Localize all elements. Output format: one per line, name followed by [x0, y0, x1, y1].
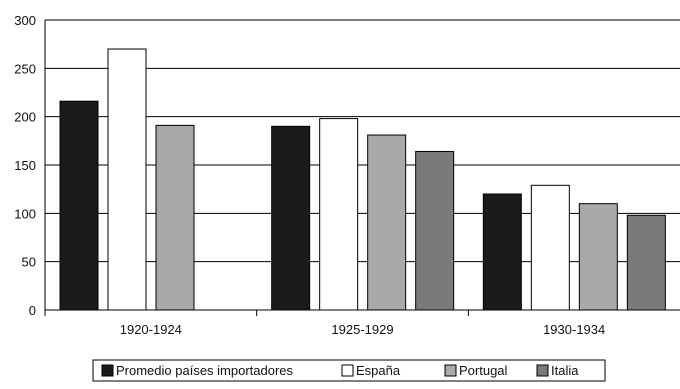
- y-tick-label: 250: [14, 61, 36, 76]
- bar: [415, 150, 455, 311]
- y-tick-label: 150: [14, 158, 36, 173]
- bar: [530, 184, 570, 311]
- bar: [271, 125, 311, 311]
- bar: [482, 193, 522, 311]
- legend-label: Promedio países importadores: [116, 363, 294, 378]
- bar: [367, 134, 407, 311]
- bar: [626, 214, 666, 311]
- bar: [155, 124, 195, 311]
- legend: Promedio países importadores España Portug…: [92, 359, 606, 382]
- legend-swatch: [536, 364, 549, 377]
- x-tick-label: 1925-1929: [331, 322, 393, 337]
- bar: [107, 48, 147, 311]
- y-tick-label: 100: [14, 206, 36, 221]
- legend-swatch: [444, 364, 457, 377]
- y-tick-label: 200: [14, 110, 36, 125]
- y-tick-label: 50: [22, 255, 36, 270]
- legend-label: España: [356, 363, 401, 378]
- legend-label: Italia: [551, 363, 579, 378]
- x-tick-label: 1920-1924: [120, 322, 182, 337]
- legend-label: Portugal: [459, 363, 508, 378]
- y-tick-label: 300: [14, 13, 36, 28]
- axes: 0 50 100 150 200 250 300 1920-1924 1925-1929 1930…: [14, 13, 605, 337]
- x-tick-label: 1930-1934: [543, 322, 605, 337]
- y-tick-label: 0: [29, 303, 36, 318]
- legend-swatch: [101, 364, 114, 377]
- bar: [319, 118, 359, 311]
- bar: [59, 100, 99, 311]
- legend-swatch: [341, 364, 354, 377]
- bar: [578, 203, 618, 311]
- bars: [59, 48, 666, 311]
- gridlines: [45, 19, 680, 311]
